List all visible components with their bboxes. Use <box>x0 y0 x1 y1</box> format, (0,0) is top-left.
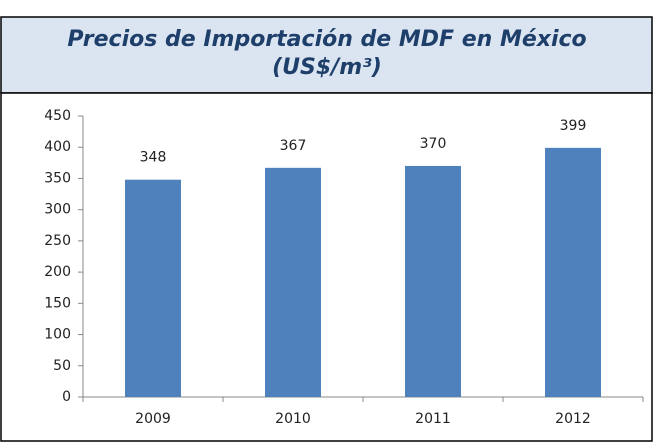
bar <box>265 167 321 397</box>
data-label: 399 <box>560 118 587 134</box>
x-tick-label: 2010 <box>275 411 311 427</box>
x-tick-label: 2011 <box>415 411 451 427</box>
data-label: 370 <box>420 136 447 152</box>
y-tick-label: 100 <box>44 327 71 343</box>
data-label: 367 <box>280 138 307 154</box>
x-tick-label: 2012 <box>555 411 591 427</box>
bar <box>545 147 601 397</box>
chart-box <box>0 92 653 442</box>
title-box <box>0 16 653 94</box>
y-tick-label: 250 <box>44 233 71 249</box>
chart-title: Precios de Importación de MDF en México <box>67 27 586 52</box>
y-tick-label: 350 <box>44 170 71 186</box>
data-label: 348 <box>140 150 167 166</box>
y-tick-label: 400 <box>44 139 71 155</box>
bar <box>405 165 461 397</box>
y-tick-label: 150 <box>44 295 71 311</box>
y-tick-label: 50 <box>53 358 71 374</box>
y-tick-label: 200 <box>44 264 71 280</box>
y-tick-label: 0 <box>62 389 71 405</box>
y-tick-label: 450 <box>44 108 71 124</box>
x-tick-label: 2009 <box>135 411 171 427</box>
chart-subtitle: (US$/m³) <box>272 55 382 80</box>
y-tick-label: 300 <box>44 202 71 218</box>
bar <box>125 179 181 397</box>
